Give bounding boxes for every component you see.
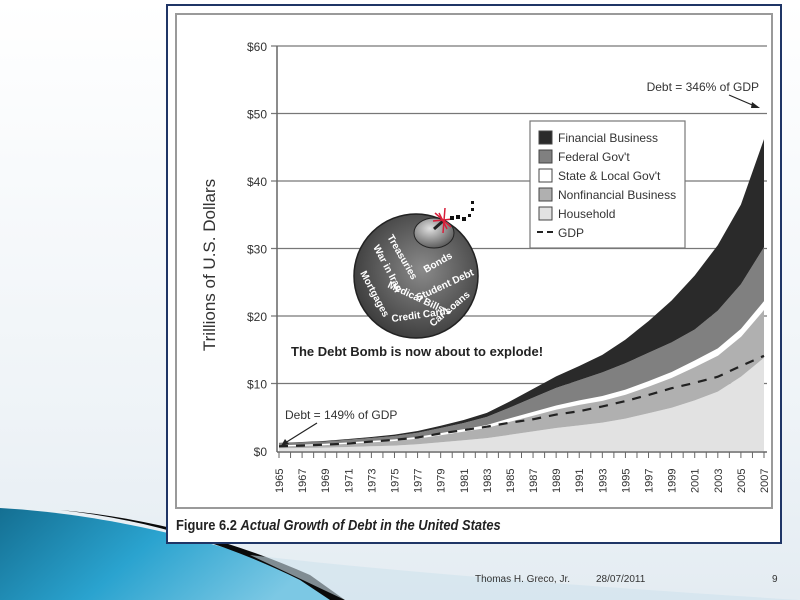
x-tick-label: 1991 xyxy=(574,469,586,493)
x-tick-label: 1977 xyxy=(413,469,425,493)
legend-label: Household xyxy=(558,207,615,221)
y-tick-label: $0 xyxy=(254,445,268,459)
x-tick-label: 1999 xyxy=(667,469,679,493)
x-tick-label: 1969 xyxy=(320,469,332,493)
bomb-cap xyxy=(413,217,455,249)
x-tick-label: 2003 xyxy=(713,469,725,493)
x-tick-label: 1965 xyxy=(274,469,286,493)
legend-swatch xyxy=(538,168,553,183)
figure-caption: Figure 6.2 Actual Growth of Debt in the … xyxy=(176,517,501,534)
legend-swatch xyxy=(538,187,553,202)
arrow-end-icon xyxy=(751,102,760,108)
area-household xyxy=(279,357,764,451)
x-tick-label: 2007 xyxy=(759,469,771,493)
footer-author: Thomas H. Greco, Jr. xyxy=(475,574,571,585)
x-tick-label: 1979 xyxy=(436,469,448,493)
annotation-end: Debt = 346% of GDP xyxy=(647,80,759,94)
x-tick-label: 2001 xyxy=(690,469,702,493)
y-tick-label: $20 xyxy=(247,310,267,324)
page-number: 9 xyxy=(772,574,778,585)
legend-label: Federal Gov't xyxy=(558,150,630,164)
gdp-dashed-line xyxy=(278,354,765,448)
legend-swatch xyxy=(538,130,553,145)
area-federal-gov-t xyxy=(279,247,764,446)
stacked-areas xyxy=(278,139,765,451)
caption-prefix: Figure 6.2 xyxy=(176,517,237,534)
x-tick-label: 2005 xyxy=(736,469,748,493)
legend-label: State & Local Gov't xyxy=(558,169,661,183)
y-tick-label: $60 xyxy=(247,40,267,54)
x-tick-label: 1975 xyxy=(389,469,401,493)
legend-label: Nonfinancial Business xyxy=(558,188,676,202)
legend: Financial Business Federal Gov't State & L… xyxy=(529,120,686,249)
y-tick-label: $30 xyxy=(247,243,267,257)
x-tick-label: 1971 xyxy=(343,469,355,493)
annotation-start: Debt = 149% of GDP xyxy=(285,408,397,422)
x-tick-label: 1985 xyxy=(505,469,517,493)
legend-swatch xyxy=(538,149,553,164)
x-tick-label: 1967 xyxy=(297,469,309,493)
x-tick-label: 1987 xyxy=(528,469,540,493)
x-tick-label: 1995 xyxy=(620,469,632,493)
spark-icon xyxy=(432,207,454,234)
y-tick-label: $50 xyxy=(247,108,267,122)
figure-frame: $0 $10 $20 $30 $40 $50 $60 1965 1967 1969 1971 197… xyxy=(166,4,782,544)
y-tick-label: $10 xyxy=(247,378,267,392)
footer-date: 28/07/2011 xyxy=(596,574,646,585)
legend-label: GDP xyxy=(558,226,584,240)
x-tick-label: 1973 xyxy=(366,469,378,493)
fuse-icon xyxy=(450,201,474,221)
x-tick-label: 1989 xyxy=(551,469,563,493)
caption-title: Actual Growth of Debt in the United Stat… xyxy=(240,517,501,534)
x-tick-label: 1983 xyxy=(482,469,494,493)
legend-swatch xyxy=(538,206,553,221)
y-tick-label: $40 xyxy=(247,175,267,189)
arrow-start-icon xyxy=(281,439,289,446)
legend-label: Financial Business xyxy=(558,131,658,145)
x-tick-label: 1981 xyxy=(459,469,471,493)
area-nonfinancial-business xyxy=(279,309,764,449)
y-tick-labels: $0 $10 $20 $30 $40 $50 $60 xyxy=(247,40,267,459)
x-tick-label: 1997 xyxy=(644,469,656,493)
chart-panel: $0 $10 $20 $30 $40 $50 $60 1965 1967 1969 1971 197… xyxy=(175,13,773,509)
x-tick-labels: 1965 1967 1969 1971 1973 1975 1977 1979 1981 1983… xyxy=(274,452,771,493)
debt-bomb-illustration: Treasuries Bonds War in Iraq Student Deb… xyxy=(291,201,543,359)
bomb-headline: The Debt Bomb is now about to explode! xyxy=(291,344,543,359)
y-axis-title: Trillions of U.S. Dollars xyxy=(200,179,219,351)
x-tick-label: 1993 xyxy=(597,469,609,493)
debt-growth-chart: $0 $10 $20 $30 $40 $50 $60 1965 1967 1969 1971 197… xyxy=(200,40,771,493)
